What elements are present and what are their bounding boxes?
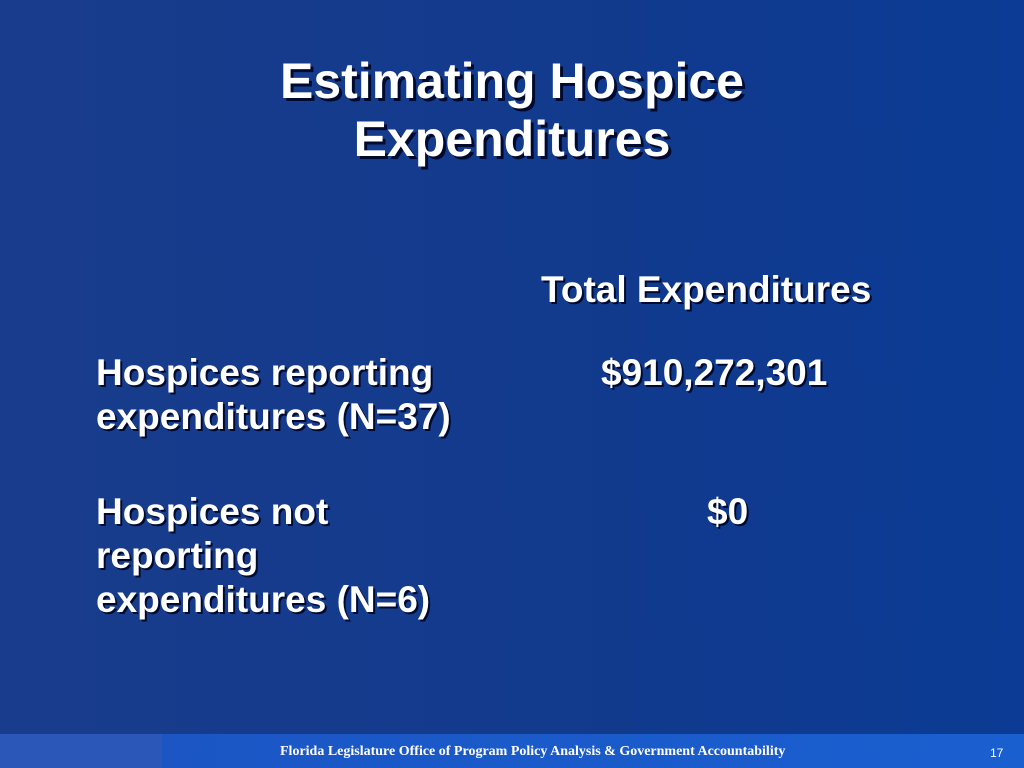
- footer-bar: [0, 734, 1024, 768]
- row-value-reporting: $910,272,301: [601, 352, 828, 393]
- footer-organization: Florida Legislature Office of Program Po…: [280, 744, 786, 759]
- row-label-not-reporting: Hospices not reporting expenditures (N=6…: [96, 490, 430, 622]
- row-label-line: Hospices reporting: [96, 352, 434, 393]
- row-label-line: expenditures (N=37): [96, 396, 451, 437]
- slide-title-line-1: Estimating Hospice: [280, 53, 744, 109]
- row-label-reporting: Hospices reporting expenditures (N=37): [96, 351, 451, 439]
- slide-title-line-2: Expenditures: [353, 111, 671, 167]
- row-label-line: Hospices not: [96, 491, 329, 532]
- page-number: 17: [990, 746, 1004, 760]
- row-label-line: reporting: [96, 535, 259, 576]
- row-value-not-reporting: $0: [707, 491, 749, 532]
- column-header-total-expenditures: Total Expenditures: [541, 269, 872, 310]
- row-label-line: expenditures (N=6): [96, 579, 431, 620]
- slide-title: Estimating Hospice Expenditures: [0, 52, 1024, 168]
- footer-left-block: [0, 734, 162, 768]
